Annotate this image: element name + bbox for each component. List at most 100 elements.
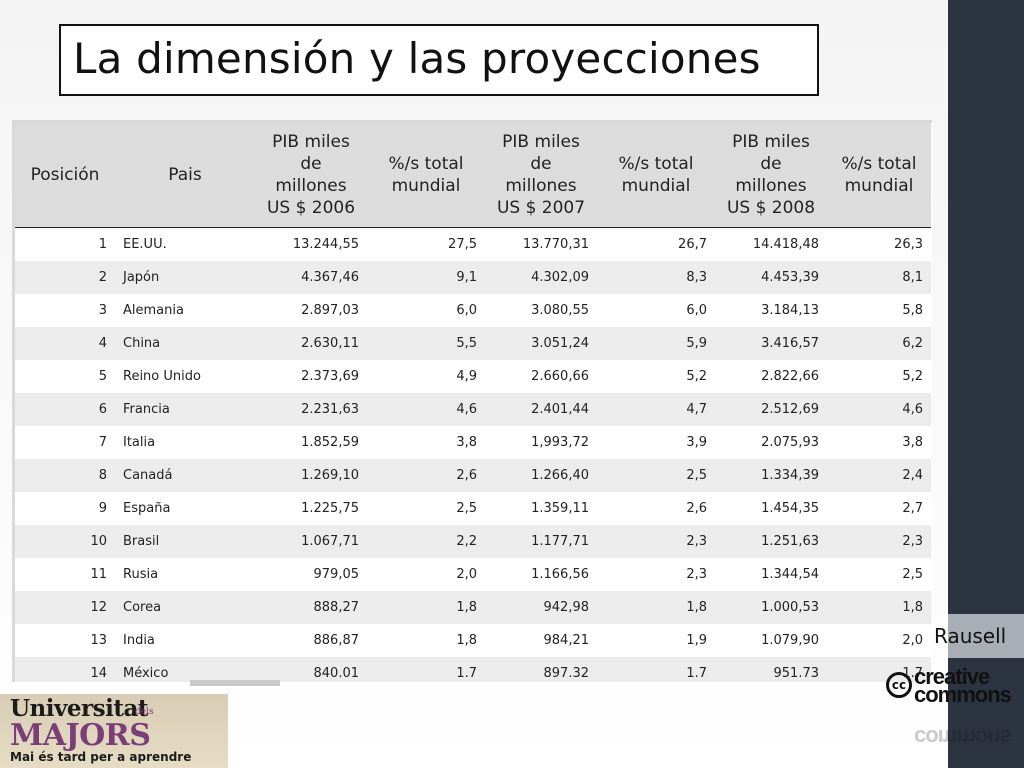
cell-share-2008: 1.7 bbox=[827, 657, 931, 682]
cell-share-2007: 2,3 bbox=[597, 558, 715, 591]
header-share-2007: %/s total mundial bbox=[597, 123, 715, 228]
cell-pib-2006: 2.897,03 bbox=[255, 294, 367, 327]
cell-pib-2007: 1.359,11 bbox=[485, 492, 597, 525]
cell-pais: Italia bbox=[115, 426, 255, 459]
cell-posicion: 12 bbox=[15, 591, 115, 624]
table-row: 10 Brasil 1.067,71 2,2 1.177,71 2,3 1.251,63 2,… bbox=[15, 525, 931, 558]
cell-share-2008: 4,6 bbox=[827, 393, 931, 426]
table-row: 3 Alemania 2.897,03 6,0 3.080,55 6,0 3.184,13 5… bbox=[15, 294, 931, 327]
cell-posicion: 13 bbox=[15, 624, 115, 657]
cell-share-2007: 5,2 bbox=[597, 360, 715, 393]
cell-pib-2007: 3.080,55 bbox=[485, 294, 597, 327]
cell-pib-2008: 951.73 bbox=[715, 657, 827, 682]
cell-share-2008: 8,1 bbox=[827, 261, 931, 294]
cell-share-2008: 5,2 bbox=[827, 360, 931, 393]
logo-tagline: Mai és tard per a aprendre bbox=[10, 750, 192, 764]
universitat-majors-logo: Universitat dels MAJORS Mai és tard per … bbox=[0, 694, 228, 768]
creative-commons-logo: cc creative commons bbox=[886, 664, 1024, 707]
cell-share-2008: 2,5 bbox=[827, 558, 931, 591]
logo-majors: MAJORS bbox=[10, 718, 151, 753]
cell-share-2008: 3,8 bbox=[827, 426, 931, 459]
cell-pib-2006: 1.067,71 bbox=[255, 525, 367, 558]
cell-pais: Reino Unido bbox=[115, 360, 255, 393]
author-label: Rausell bbox=[934, 624, 1007, 648]
cell-share-2007: 3,9 bbox=[597, 426, 715, 459]
cell-share-2008: 2,7 bbox=[827, 492, 931, 525]
cell-share-2006: 5,5 bbox=[367, 327, 485, 360]
cell-pib-2008: 3.416,57 bbox=[715, 327, 827, 360]
cell-pib-2008: 1.079,90 bbox=[715, 624, 827, 657]
cell-share-2007: 4,7 bbox=[597, 393, 715, 426]
table-body: 1 EE.UU. 13.244,55 27,5 13.770,31 26,7 14.418,… bbox=[15, 227, 931, 682]
cell-pib-2008: 4.453,39 bbox=[715, 261, 827, 294]
table-row: 11 Rusia 979,05 2,0 1.166,56 2,3 1.344,54 2,5 bbox=[15, 558, 931, 591]
cell-pais: China bbox=[115, 327, 255, 360]
cell-pais: México bbox=[115, 657, 255, 682]
header-pais: Pais bbox=[115, 123, 255, 228]
cell-share-2008: 2,0 bbox=[827, 624, 931, 657]
table-row: 6 Francia 2.231,63 4,6 2.401,44 4,7 2.512,69 4,… bbox=[15, 393, 931, 426]
cell-pib-2008: 2.075,93 bbox=[715, 426, 827, 459]
cell-share-2008: 5,8 bbox=[827, 294, 931, 327]
cell-share-2006: 2,0 bbox=[367, 558, 485, 591]
cell-share-2008: 26,3 bbox=[827, 227, 931, 261]
cell-share-2006: 4,9 bbox=[367, 360, 485, 393]
cell-pib-2007: 942,98 bbox=[485, 591, 597, 624]
header-posicion: Posición bbox=[15, 123, 115, 228]
cell-pais: Canadá bbox=[115, 459, 255, 492]
cell-pib-2007: 2.401,44 bbox=[485, 393, 597, 426]
cell-posicion: 11 bbox=[15, 558, 115, 591]
cell-pib-2006: 886,87 bbox=[255, 624, 367, 657]
table-row: 14 México 840.01 1.7 897.32 1.7 951.73 1.7 bbox=[15, 657, 931, 682]
cell-pib-2006: 979,05 bbox=[255, 558, 367, 591]
cell-pib-2008: 1.454,35 bbox=[715, 492, 827, 525]
cell-share-2006: 2,5 bbox=[367, 492, 485, 525]
cell-pib-2008: 1.344,54 bbox=[715, 558, 827, 591]
cell-share-2008: 2,4 bbox=[827, 459, 931, 492]
table-row: 12 Corea 888,27 1,8 942,98 1,8 1.000,53 1,8 bbox=[15, 591, 931, 624]
cell-share-2006: 2,6 bbox=[367, 459, 485, 492]
cell-share-2008: 2,3 bbox=[827, 525, 931, 558]
cell-pib-2006: 1.269,10 bbox=[255, 459, 367, 492]
table-row: 4 China 2.630,11 5,5 3.051,24 5,9 3.416,57 6,2 bbox=[15, 327, 931, 360]
cell-share-2007: 8,3 bbox=[597, 261, 715, 294]
cell-pib-2007: 1.266,40 bbox=[485, 459, 597, 492]
cell-posicion: 2 bbox=[15, 261, 115, 294]
table-row: 7 Italia 1.852,59 3,8 1,993,72 3,9 2.075,93 3,8 bbox=[15, 426, 931, 459]
cell-pib-2006: 2.630,11 bbox=[255, 327, 367, 360]
title-box: La dimensión y las proyecciones bbox=[59, 24, 819, 96]
cell-pib-2008: 2.822,66 bbox=[715, 360, 827, 393]
table-row: 13 India 886,87 1,8 984,21 1,9 1.079,90 2,0 bbox=[15, 624, 931, 657]
cell-posicion: 8 bbox=[15, 459, 115, 492]
table-row: 2 Japón 4.367,46 9,1 4.302,09 8,3 4.453,39 8,1 bbox=[15, 261, 931, 294]
cell-share-2007: 26,7 bbox=[597, 227, 715, 261]
cell-pais: EE.UU. bbox=[115, 227, 255, 261]
cell-posicion: 10 bbox=[15, 525, 115, 558]
cell-pib-2006: 888,27 bbox=[255, 591, 367, 624]
logo-dels: dels bbox=[135, 707, 154, 717]
cell-share-2006: 6,0 bbox=[367, 294, 485, 327]
cell-pib-2006: 840.01 bbox=[255, 657, 367, 682]
cell-posicion: 4 bbox=[15, 327, 115, 360]
cell-pib-2006: 1.852,59 bbox=[255, 426, 367, 459]
cell-share-2006: 4,6 bbox=[367, 393, 485, 426]
cell-pib-2007: 1,993,72 bbox=[485, 426, 597, 459]
table-row: 5 Reino Unido 2.373,69 4,9 2.660,66 5,2 2.822,… bbox=[15, 360, 931, 393]
table-row: 8 Canadá 1.269,10 2,6 1.266,40 2,5 1.334,39 2,4 bbox=[15, 459, 931, 492]
header-pib-2008: PIB miles de millones US $ 2008 bbox=[715, 123, 827, 228]
cell-posicion: 14 bbox=[15, 657, 115, 682]
gdp-ranking-table: Posición Pais PIB miles de millones US $… bbox=[15, 123, 931, 682]
cell-pib-2007: 1.166,56 bbox=[485, 558, 597, 591]
cell-pib-2007: 3.051,24 bbox=[485, 327, 597, 360]
cell-posicion: 3 bbox=[15, 294, 115, 327]
logo-universitat: Universitat bbox=[10, 695, 148, 722]
cell-posicion: 5 bbox=[15, 360, 115, 393]
cc-line1: creative bbox=[914, 664, 990, 689]
cell-share-2007: 1.7 bbox=[597, 657, 715, 682]
cell-pib-2008: 3.184,13 bbox=[715, 294, 827, 327]
cell-pib-2007: 984,21 bbox=[485, 624, 597, 657]
cc-reflection: commons bbox=[886, 722, 1024, 750]
cell-pais: India bbox=[115, 624, 255, 657]
cell-share-2007: 2,3 bbox=[597, 525, 715, 558]
cell-share-2007: 2,5 bbox=[597, 459, 715, 492]
